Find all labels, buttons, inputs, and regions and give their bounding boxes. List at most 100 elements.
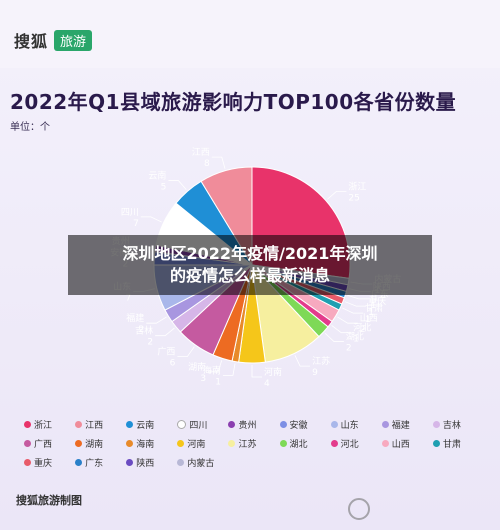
legend-label-2: 云南 (136, 421, 155, 431)
slice-label-value-9: 9 (312, 368, 318, 378)
legend-item-4: 贵州 (228, 418, 279, 431)
leader-line-15 (146, 316, 167, 324)
slice-label-value-19: 7 (133, 219, 139, 229)
legend-dot-14 (279, 440, 287, 447)
legend-label-15: 河北 (340, 440, 359, 450)
slice-label-name-0: 浙江 (348, 180, 366, 192)
legend-label-18: 重庆 (34, 459, 53, 469)
slice-label-value-14: 2 (147, 338, 153, 348)
leader-line-9 (294, 355, 311, 367)
legend-label-7: 福建 (391, 421, 410, 431)
slice-label-value-5: 1 (365, 315, 371, 325)
legend-label-17: 甘肃 (442, 440, 461, 450)
leader-line-19 (140, 216, 162, 223)
legend-dot-19 (75, 459, 83, 466)
leader-line-13 (177, 346, 195, 357)
legend-item-12: 河南 (177, 437, 228, 450)
leader-line-7 (331, 325, 352, 334)
slice-label-name-20: 云南 (148, 170, 166, 182)
legend-dot-6 (330, 421, 338, 428)
headline-line-2: 的疫情怎么样最新消息 (169, 266, 330, 285)
legend-item-1: 江西 (75, 418, 126, 431)
legend-item-2: 云南 (126, 418, 177, 431)
legend-dot-12 (177, 440, 185, 447)
legend-dot-9 (24, 440, 31, 447)
headline-line-1: 深圳地区2022年疫情/2021年深圳 (122, 244, 378, 263)
headline-overlay[interactable]: 深圳地区2022年疫情/2021年深圳 的疫情怎么样最新消息 (68, 235, 432, 295)
legend-label-8: 吉林 (442, 421, 461, 431)
slice-label-name-6: 山西 (360, 313, 378, 324)
legend-label-10: 湖南 (85, 440, 104, 450)
slice-label-value-11: 1 (215, 377, 221, 387)
slice-label-name-12: 湖南 (188, 361, 206, 373)
chart-title: 2022年Q1县域旅游影响力TOP100各省份数量 (10, 90, 457, 114)
slice-label-value-20: 5 (161, 183, 167, 193)
legend-dot-8 (432, 421, 440, 428)
unit-label: 单位：个 (10, 122, 50, 133)
legend-item-8: 吉林 (432, 418, 484, 431)
legend-dot-4 (228, 421, 236, 428)
slice-label-value-6: 2 (360, 325, 366, 335)
slice-label-name-8: 湖北 (346, 331, 364, 342)
slice-label-value-7: 1 (353, 335, 359, 345)
slice-label-value-16: 7 (125, 294, 131, 304)
legend-item-19: 广东 (75, 456, 126, 469)
slice-label-name-10: 河南 (264, 366, 282, 378)
legend-item-14: 湖北 (279, 437, 331, 450)
legend-label-6: 山东 (340, 421, 359, 431)
legend-label-11: 海南 (136, 440, 155, 450)
legend-dot-20 (126, 459, 134, 466)
leader-line-3 (347, 294, 369, 300)
leader-line-11 (222, 363, 236, 376)
chart-title-wrap: 2022年Q1县域旅游影响力TOP100各省份数量 (10, 86, 490, 115)
legend-dot-18 (24, 459, 31, 466)
slice-label-name-13: 广西 (157, 346, 175, 358)
footer-credit: 搜狐旅游制图 (16, 494, 82, 507)
legend-label-4: 贵州 (238, 421, 257, 431)
legend-item-21: 内蒙古 (177, 456, 228, 469)
legend-dot-17 (432, 440, 440, 447)
slice-label-value-15: 2 (139, 325, 145, 335)
slice-label-value-21: 8 (204, 159, 210, 169)
watermark-icon (348, 498, 370, 520)
legend-label-21: 内蒙古 (187, 459, 215, 469)
logo-text: 搜狐 (14, 32, 49, 51)
leader-line-6 (337, 316, 358, 324)
slice-label-value-4: 1 (368, 308, 374, 318)
slice-label-name-21: 江西 (192, 147, 210, 158)
slice-label-value-12: 3 (200, 374, 206, 384)
leader-line-14 (155, 327, 175, 337)
legend-label-3: 四川 (189, 421, 208, 431)
leader-line-8 (324, 332, 344, 342)
legend-item-5: 安徽 (279, 418, 331, 431)
legend-dot-2 (126, 421, 134, 428)
legend-item-11: 海南 (126, 437, 177, 450)
leader-line-20 (168, 180, 187, 190)
slice-label-name-5: 甘肃 (365, 302, 383, 314)
legend-item-20: 陕西 (126, 456, 177, 469)
leader-line-12 (208, 360, 223, 373)
slice-label-value-2: 1 (373, 294, 379, 304)
top-bar: 搜狐 旅游 (0, 0, 500, 68)
slice-label-name-15: 福建 (126, 312, 144, 324)
leader-line-4 (344, 301, 367, 307)
slice-label-name-19: 四川 (121, 208, 139, 218)
legend-dot-21 (177, 459, 185, 466)
legend-dot-5 (279, 421, 287, 428)
legend-dot-1 (75, 421, 83, 428)
slice-label-value-8: 2 (346, 343, 352, 353)
legend-item-17: 甘肃 (432, 437, 484, 450)
legend-item-16: 山西 (381, 437, 433, 450)
slice-label-name-9: 江苏 (312, 355, 330, 367)
legend-item-3: 四川 (177, 418, 228, 431)
slice-label-value-13: 6 (170, 359, 176, 369)
slice-label-name-4: 重庆 (368, 295, 386, 307)
slice-label-name-14: 吉林 (135, 325, 153, 337)
legend-label-14: 湖北 (289, 440, 308, 450)
legend-item-15: 河北 (330, 437, 382, 450)
legend-dot-13 (228, 440, 236, 447)
leader-line-0 (327, 190, 347, 200)
legend-label-20: 陕西 (136, 459, 155, 469)
sohu-travel-logo[interactable]: 搜狐 旅游 (14, 28, 93, 52)
slice-label-value-0: 25 (348, 193, 359, 203)
